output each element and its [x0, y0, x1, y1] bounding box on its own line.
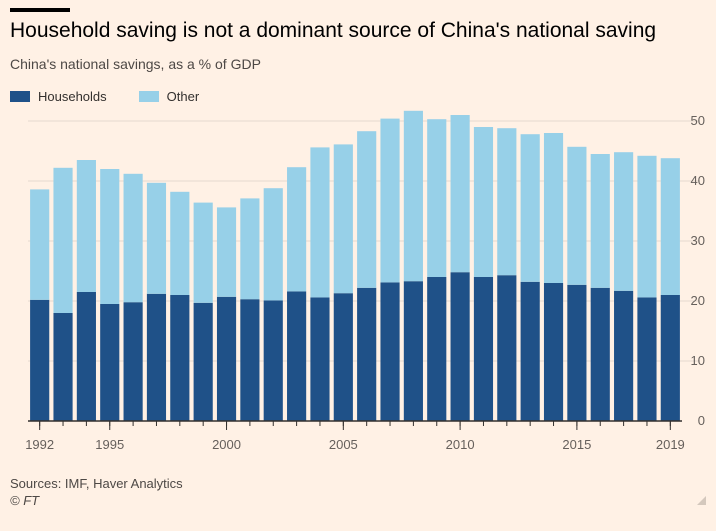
bar-households-1999 — [193, 302, 213, 421]
bar-other-1996 — [123, 173, 143, 303]
legend-item-households: Households — [10, 89, 107, 104]
bar-households-2012 — [497, 275, 517, 421]
bar-other-2006 — [357, 131, 377, 288]
bar-other-2012 — [497, 128, 517, 276]
bar-households-2000 — [216, 296, 237, 421]
bar-other-1997 — [146, 182, 167, 294]
legend-label-other: Other — [166, 89, 200, 104]
top-rule — [10, 8, 70, 12]
bar-other-2018 — [637, 155, 657, 298]
bar-households-1996 — [123, 302, 143, 421]
bar-households-1994 — [76, 292, 96, 421]
bar-other-1994 — [76, 160, 96, 292]
x-tick-label: 1992 — [25, 437, 54, 452]
bar-other-2011 — [473, 127, 494, 277]
legend-swatch-households — [10, 91, 30, 102]
ft-credit: © FT — [10, 493, 40, 508]
bar-other-1992 — [30, 189, 50, 300]
y-tick-label: 0 — [698, 413, 705, 428]
bar-other-2005 — [333, 144, 353, 294]
bar-households-2004 — [310, 297, 330, 421]
bar-households-1992 — [30, 299, 50, 421]
bar-households-2005 — [333, 293, 353, 421]
bar-households-2006 — [357, 287, 377, 421]
legend-label-households: Households — [38, 89, 107, 104]
bar-other-2000 — [216, 207, 237, 297]
bar-other-2008 — [403, 110, 423, 282]
bar-households-2018 — [637, 297, 657, 421]
bar-households-2010 — [450, 272, 470, 421]
bar-other-2013 — [520, 134, 540, 282]
bar-households-1997 — [146, 293, 167, 421]
bar-households-1998 — [170, 295, 190, 421]
x-tick-label: 1995 — [95, 437, 124, 452]
x-tick-label: 2005 — [329, 437, 358, 452]
legend-swatch-other — [138, 91, 159, 102]
sources-note: Sources: IMF, Haver Analytics — [10, 476, 183, 491]
bar-other-2010 — [450, 115, 470, 273]
bar-other-2004 — [310, 147, 330, 298]
bar-households-2009 — [427, 277, 447, 421]
bar-households-2011 — [473, 277, 494, 421]
bar-households-2008 — [403, 281, 423, 421]
bar-other-2007 — [380, 118, 400, 283]
bar-other-2015 — [567, 146, 587, 285]
legend-item-other: Other — [138, 89, 200, 104]
bar-households-2001 — [240, 299, 260, 421]
x-tick-label: 2000 — [212, 437, 241, 452]
legend: Households Other — [10, 89, 231, 104]
bar-households-2013 — [520, 281, 540, 421]
y-tick-label: 20 — [691, 293, 705, 308]
bar-other-1998 — [170, 191, 190, 295]
bar-other-1999 — [193, 202, 213, 303]
bar-households-2014 — [543, 283, 564, 421]
bar-other-2017 — [614, 152, 634, 291]
x-tick-label: 2015 — [562, 437, 591, 452]
footer: Sources: IMF, Haver Analytics © FT — [10, 475, 183, 509]
bar-households-1993 — [53, 313, 73, 421]
chart-title: Household saving is not a dominant sourc… — [10, 19, 657, 42]
x-tick-label: 2010 — [446, 437, 475, 452]
bar-households-2017 — [614, 290, 634, 421]
bar-other-1995 — [100, 169, 120, 304]
bar-other-2001 — [240, 198, 260, 300]
bar-other-2014 — [543, 133, 564, 283]
bar-households-2003 — [287, 291, 307, 421]
bar-other-2003 — [287, 167, 307, 292]
bar-households-2019 — [660, 295, 680, 421]
bar-other-2019 — [660, 158, 680, 295]
bar-other-1993 — [53, 167, 73, 313]
bar-households-2016 — [590, 287, 610, 421]
bar-households-2015 — [567, 284, 587, 421]
chart-subtitle: China's national savings, as a % of GDP — [10, 56, 261, 72]
bar-households-2002 — [263, 300, 283, 421]
bar-households-1995 — [100, 304, 120, 421]
y-tick-label: 10 — [691, 353, 705, 368]
bar-other-2016 — [590, 154, 610, 288]
resize-handle-icon — [697, 496, 706, 505]
x-tick-label: 2019 — [656, 437, 685, 452]
y-tick-label: 50 — [691, 113, 705, 128]
y-tick-label: 40 — [691, 173, 705, 188]
y-tick-label: 30 — [691, 233, 705, 248]
bar-other-2002 — [263, 188, 283, 301]
bar-other-2009 — [427, 119, 447, 277]
bar-households-2007 — [380, 282, 400, 421]
